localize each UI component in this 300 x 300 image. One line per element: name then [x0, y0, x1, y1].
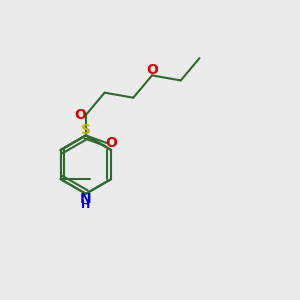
Text: H: H — [81, 200, 91, 210]
Text: O: O — [75, 108, 86, 122]
Text: N: N — [80, 192, 92, 206]
Text: S: S — [81, 123, 91, 137]
Text: O: O — [105, 136, 117, 150]
Text: O: O — [146, 63, 158, 77]
